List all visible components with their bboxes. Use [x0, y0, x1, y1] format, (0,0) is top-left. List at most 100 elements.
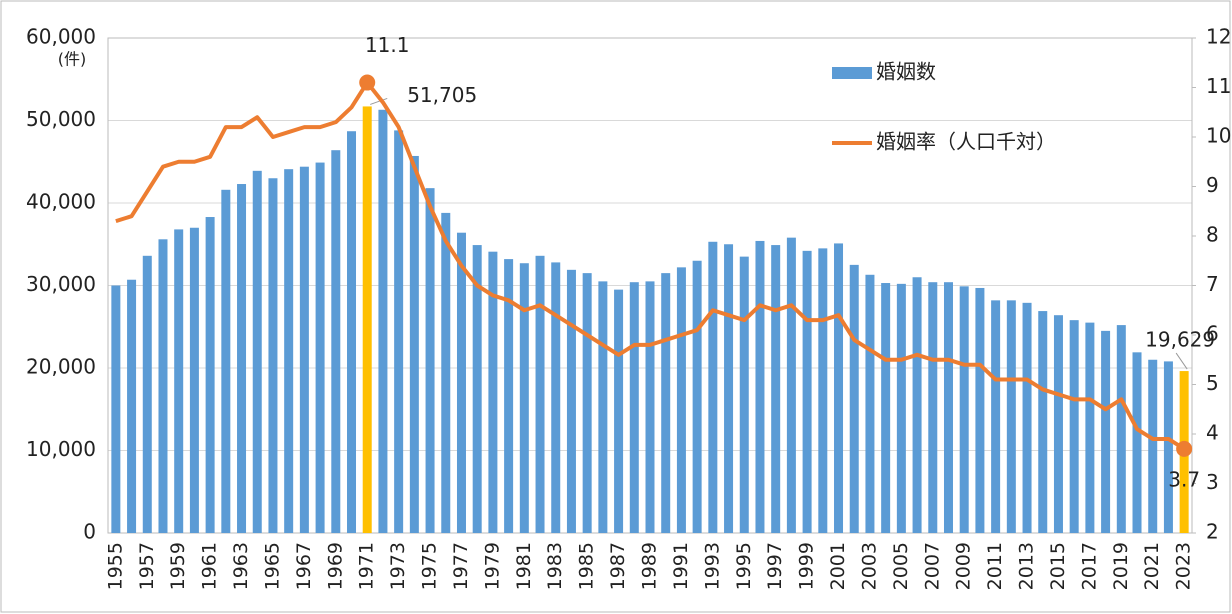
y-tick-label: 30,000	[26, 272, 96, 296]
legend-label: 婚姻率（人口千対）	[876, 130, 1056, 154]
x-tick-label: 1995	[733, 542, 755, 590]
bar	[456, 232, 466, 533]
y2-tick-label: 11	[1206, 74, 1231, 98]
bar	[347, 131, 357, 533]
marker	[1176, 440, 1193, 457]
y2-tick-label: 5	[1206, 371, 1219, 395]
x-tick-label: 1989	[639, 542, 661, 590]
bar	[865, 274, 875, 533]
bar	[676, 267, 686, 533]
bar	[598, 281, 608, 533]
x-tick-label: 2001	[827, 542, 849, 590]
x-tick-label: 1993	[701, 542, 723, 590]
x-tick-label: 1965	[261, 542, 283, 590]
x-tick-label: 1969	[324, 542, 346, 590]
bar	[221, 189, 231, 534]
bar	[1132, 352, 1142, 533]
bar	[472, 245, 482, 533]
x-tick-label: 2021	[1141, 542, 1163, 590]
y-tick-label: 0	[83, 520, 96, 544]
bar	[378, 109, 388, 534]
y2-tick-label: 10	[1206, 124, 1231, 148]
x-tick-label: 2015	[1047, 542, 1069, 590]
bar	[959, 286, 969, 533]
bar	[252, 170, 262, 533]
bar	[1163, 361, 1173, 533]
bar	[582, 273, 592, 533]
bar	[708, 241, 718, 533]
bar	[1038, 311, 1048, 533]
x-tick-label: 2009	[953, 542, 975, 590]
bar	[189, 227, 199, 533]
bar	[818, 248, 828, 533]
bar	[504, 259, 514, 533]
bar	[1116, 325, 1126, 533]
y-tick-label: 10,000	[26, 437, 96, 461]
bar	[991, 300, 1001, 533]
x-tick-label: 1981	[513, 542, 535, 590]
x-tick-label: 1955	[104, 542, 126, 590]
bar	[268, 178, 278, 533]
data-label: 19,629	[1145, 328, 1215, 352]
x-tick-label: 1959	[167, 542, 189, 590]
x-tick-label: 1975	[419, 542, 441, 590]
x-tick-label: 1985	[576, 542, 598, 590]
data-label: 11.1	[365, 33, 410, 57]
y2-tick-label: 2	[1206, 520, 1219, 544]
x-tick-label: 2005	[890, 542, 912, 590]
bar	[519, 263, 529, 533]
y2-tick-label: 4	[1206, 421, 1219, 445]
bar	[661, 273, 671, 533]
legend-label: 婚姻数	[876, 60, 936, 84]
y2-tick-label: 3	[1206, 470, 1219, 494]
bar	[315, 162, 325, 533]
x-tick-label: 2013	[1016, 542, 1038, 590]
x-tick-label: 1987	[607, 542, 629, 590]
x-tick-label: 1977	[450, 542, 472, 590]
bar	[771, 245, 781, 533]
bar	[692, 260, 702, 533]
bar	[142, 255, 152, 534]
bar	[535, 255, 545, 534]
bar	[1069, 320, 1079, 533]
data-label: 3.7	[1168, 467, 1200, 491]
bar	[127, 279, 137, 533]
marker	[359, 74, 376, 91]
y-tick-label: 40,000	[26, 190, 96, 214]
line	[115, 80, 1186, 451]
x-tick-label: 1997	[764, 542, 786, 590]
y-tick-label: 60,000	[26, 25, 96, 49]
x-tick-label: 2023	[1173, 542, 1195, 590]
bar	[912, 277, 922, 533]
bar	[237, 184, 247, 533]
bar	[943, 282, 953, 533]
bar	[284, 169, 294, 534]
y2-tick-label: 8	[1206, 223, 1219, 247]
y2-tick-label: 9	[1206, 173, 1219, 197]
bar	[1085, 322, 1095, 533]
y2-tick-label: 6	[1206, 322, 1219, 346]
x-tick-label: 1967	[293, 542, 315, 590]
y-tick-label: 20,000	[26, 355, 96, 379]
bar	[802, 250, 812, 533]
x-tick-label: 2017	[1078, 542, 1100, 590]
bar	[1101, 330, 1111, 533]
bar	[834, 243, 844, 534]
bar	[409, 155, 419, 533]
bar	[111, 285, 121, 533]
bar	[739, 256, 749, 533]
bar	[755, 240, 765, 533]
bar	[1022, 302, 1032, 533]
bar	[1148, 359, 1158, 533]
bar	[331, 150, 341, 533]
bar	[299, 166, 309, 533]
bar	[174, 229, 184, 533]
x-tick-label: 1999	[796, 542, 818, 590]
bar	[645, 281, 655, 533]
x-tick-label: 1957	[136, 542, 158, 590]
x-tick-label: 1979	[481, 542, 503, 590]
bar	[975, 287, 985, 533]
bar	[566, 269, 576, 533]
y-tick-label: 50,000	[26, 107, 96, 131]
